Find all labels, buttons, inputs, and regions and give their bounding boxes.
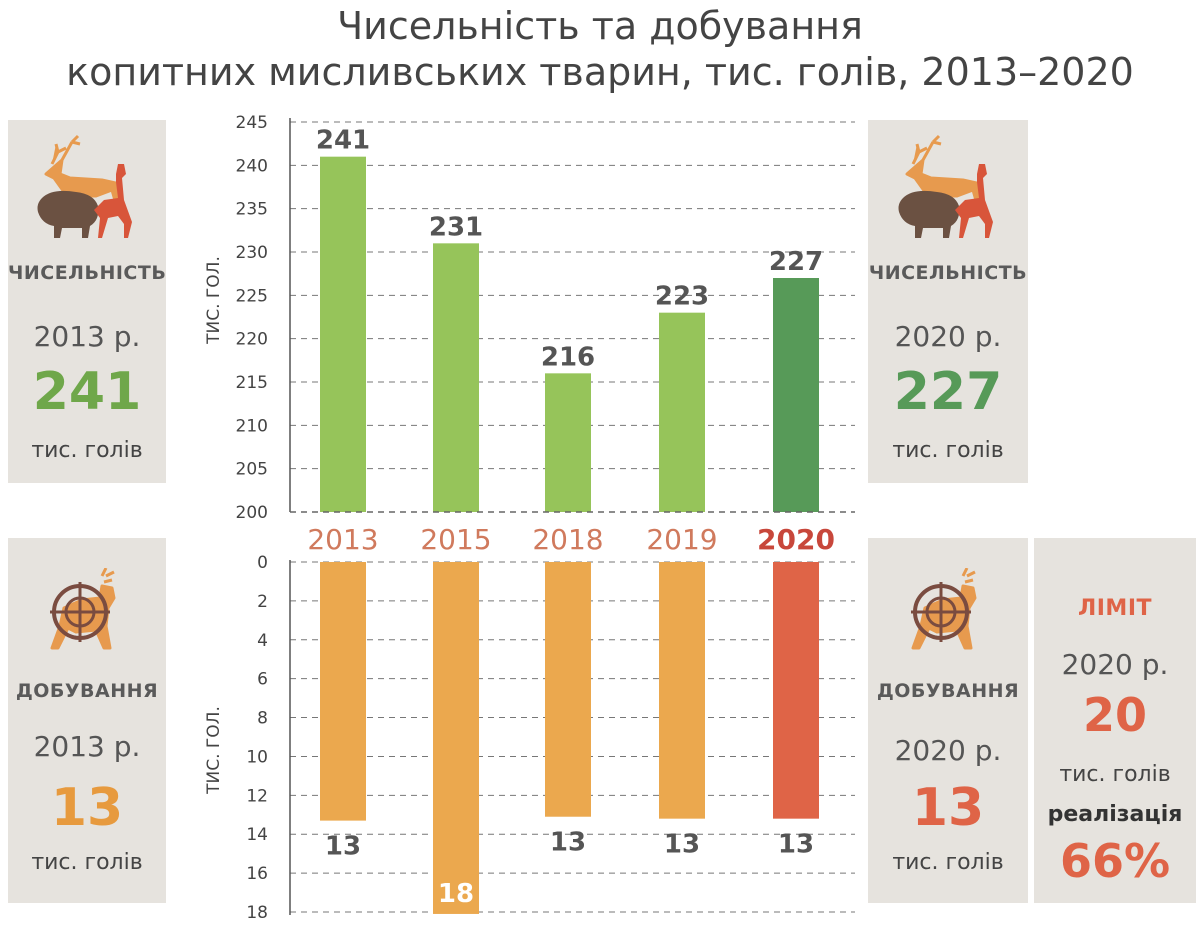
y-tick-label: 210 xyxy=(236,416,268,436)
y-tick-label: 245 xyxy=(236,113,268,133)
population-value: 241 xyxy=(32,362,142,422)
harvest-value: 13 xyxy=(911,778,985,838)
y-tick-label: 12 xyxy=(246,786,268,806)
population-value-label: 231 xyxy=(429,212,483,242)
y-tick-label: 220 xyxy=(236,330,268,350)
population-bar xyxy=(773,278,819,512)
y-tick-label: 14 xyxy=(246,825,268,845)
chart-title-line1: Чисельність та добування xyxy=(337,4,863,48)
population-bar-chart: 200 205 210 215 220 225 230 235 240 245 241 231 216 2… xyxy=(236,113,855,523)
harvest-bar xyxy=(433,562,479,914)
realization-value: 66% xyxy=(1059,834,1171,888)
population-unit: тис. голів xyxy=(892,438,1004,463)
year-label: 2019 xyxy=(646,523,717,556)
deer-boar-roe-icon xyxy=(868,134,1028,248)
year-label: 2020 xyxy=(757,523,835,556)
harvest-2020-panel: ДОБУВАННЯ 2020 р. 13 тис. голів xyxy=(868,538,1028,903)
y-tick-label: 240 xyxy=(236,156,268,176)
harvest-label: ДОБУВАННЯ xyxy=(876,680,1020,702)
harvest-bar xyxy=(659,562,705,819)
year-label: 2013 xyxy=(307,523,378,556)
population-unit: тис. голів xyxy=(31,438,143,463)
deer-boar-roe-icon xyxy=(8,134,166,248)
y-tick-label: 200 xyxy=(236,503,268,523)
population-bar xyxy=(545,373,591,512)
population-value-label: 241 xyxy=(316,126,370,156)
year-label: 2015 xyxy=(420,523,491,556)
harvest-axis-label: ТИС. ГОЛ. xyxy=(204,706,224,795)
population-axis-label: ТИС. ГОЛ. xyxy=(204,256,224,345)
population-year: 2020 р. xyxy=(894,320,1002,353)
harvest-year: 2013 р. xyxy=(33,730,141,763)
limit-year: 2020 р. xyxy=(1061,648,1169,681)
year-labels: 2013 2015 2018 2019 2020 xyxy=(290,511,855,556)
harvest-value: 13 xyxy=(50,778,124,838)
y-tick-label: 6 xyxy=(257,670,268,690)
harvest-value-label: 13 xyxy=(550,828,586,858)
population-value: 227 xyxy=(893,362,1003,422)
y-tick-label: 10 xyxy=(246,747,268,767)
y-tick-label: 235 xyxy=(236,200,268,220)
population-2020-panel: ЧИСЕЛЬНІСТЬ 2020 р. 227 тис. голів xyxy=(868,120,1028,483)
limit-label: ЛІМІТ xyxy=(1077,596,1153,621)
realization-label: реалізація xyxy=(1047,802,1183,827)
y-tick-label: 205 xyxy=(236,460,268,480)
population-value-label: 216 xyxy=(541,342,595,372)
population-label: ЧИСЕЛЬНІСТЬ xyxy=(8,262,167,284)
limit-unit: тис. голів xyxy=(1059,762,1171,787)
harvest-unit: тис. голів xyxy=(892,850,1004,875)
harvest-year: 2020 р. xyxy=(894,734,1002,767)
y-tick-label: 18 xyxy=(246,903,268,923)
population-bar xyxy=(320,156,366,512)
population-2013-panel: ЧИСЕЛЬНІСТЬ 2013 р. 241 тис. голів xyxy=(8,120,166,483)
harvest-bar xyxy=(545,562,591,817)
population-value-label: 227 xyxy=(769,247,823,277)
y-tick-label: 2 xyxy=(257,592,268,612)
population-bar xyxy=(433,243,479,513)
harvest-value-label: 13 xyxy=(778,830,814,860)
deer-crosshair-icon xyxy=(8,567,166,662)
y-tick-label: 4 xyxy=(257,631,268,651)
population-label: ЧИСЕЛЬНІСТЬ xyxy=(868,262,1028,284)
harvest-label: ДОБУВАННЯ xyxy=(15,680,159,702)
harvest-value-label: 18 xyxy=(438,879,474,909)
harvest-bar xyxy=(320,562,366,821)
harvest-unit: тис. голів xyxy=(31,850,143,875)
y-tick-label: 8 xyxy=(257,709,268,729)
y-tick-label: 0 xyxy=(257,553,268,573)
harvest-2013-panel: ДОБУВАННЯ 2013 р. 13 тис. голів xyxy=(8,538,166,903)
population-value-label: 223 xyxy=(655,282,709,312)
year-label: 2018 xyxy=(532,523,603,556)
harvest-value-label: 13 xyxy=(325,832,361,862)
y-tick-label: 16 xyxy=(246,864,268,884)
population-bar xyxy=(659,312,705,512)
y-tick-label: 215 xyxy=(236,373,268,393)
harvest-bar-chart: 0 2 4 6 8 10 12 14 16 18 13 18 13 13 13 xyxy=(246,553,855,923)
harvest-value-label: 13 xyxy=(664,830,700,860)
deer-crosshair-icon xyxy=(868,567,1028,662)
population-year: 2013 р. xyxy=(33,320,141,353)
harvest-bar xyxy=(773,562,819,819)
y-tick-label: 225 xyxy=(236,286,268,306)
limit-2020-panel: ЛІМІТ 2020 р. 20 тис. голів реалізація 6… xyxy=(1034,538,1196,903)
limit-value: 20 xyxy=(1082,688,1147,742)
y-tick-label: 230 xyxy=(236,243,268,263)
chart-title-line2: копитних мисливських тварин, тис. голів,… xyxy=(66,50,1134,94)
